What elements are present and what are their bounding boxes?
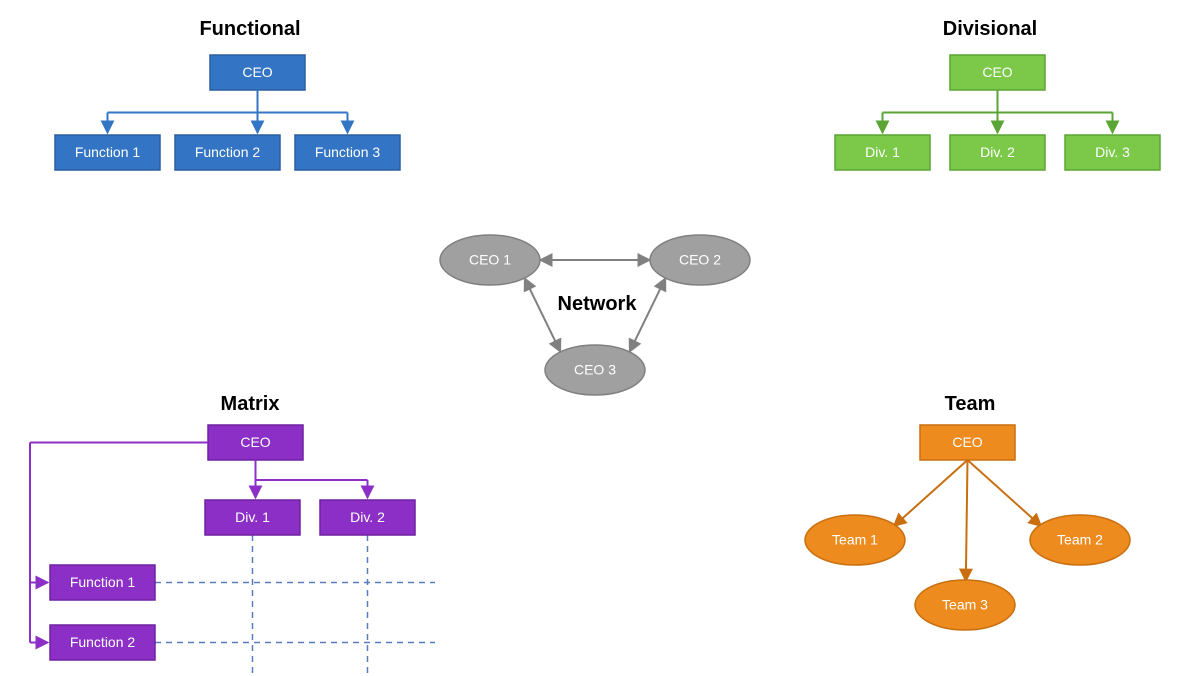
svg-text:Matrix: Matrix (221, 393, 280, 415)
team-ceo-label: CEO (952, 434, 982, 450)
matrix-ceo-label: CEO (240, 434, 270, 450)
divisional-child-label: Div. 3 (1095, 144, 1130, 160)
team-edge (966, 460, 968, 581)
team-chart: Team CEO Team 1 Team 2 Team 3 (805, 393, 1130, 630)
team-node-label: Team 1 (832, 532, 878, 548)
org-structures-diagram: Functional CEO Function 1 Function 2 Functio… (0, 0, 1200, 676)
svg-text:Divisional: Divisional (943, 18, 1037, 40)
matrix-chart: Matrix CEO Div. 1 Div. 2 Function 1 Function … (30, 393, 435, 676)
network-chart: CEO 1 CEO 2 CEO 3 Network (440, 235, 750, 395)
network-node-label: CEO 1 (469, 252, 511, 268)
svg-text:Functional: Functional (199, 18, 300, 40)
functional-chart: Functional CEO Function 1 Function 2 Functio… (55, 18, 400, 170)
functional-child-label: Function 1 (75, 144, 141, 160)
team-edge (968, 460, 1042, 526)
team-node-label: Team 2 (1057, 532, 1103, 548)
matrix-division-label: Div. 1 (235, 509, 270, 525)
matrix-function-label: Function 2 (70, 634, 136, 650)
team-node-label: Team 3 (942, 597, 988, 613)
svg-text:Network: Network (558, 293, 638, 315)
functional-ceo-label: CEO (242, 64, 272, 80)
functional-child-label: Function 2 (195, 144, 261, 160)
svg-text:Team: Team (945, 393, 996, 415)
functional-child-label: Function 3 (315, 144, 381, 160)
network-edge (630, 278, 666, 352)
divisional-child-label: Div. 2 (980, 144, 1015, 160)
divisional-chart: Divisional CEO Div. 1 Div. 2 Div. 3 (835, 18, 1160, 170)
divisional-ceo-label: CEO (982, 64, 1012, 80)
divisional-child-label: Div. 1 (865, 144, 900, 160)
team-edge (894, 460, 968, 526)
matrix-function-label: Function 1 (70, 574, 136, 590)
matrix-division-label: Div. 2 (350, 509, 385, 525)
network-node-label: CEO 2 (679, 252, 721, 268)
network-node-label: CEO 3 (574, 362, 616, 378)
network-edge (525, 278, 561, 352)
